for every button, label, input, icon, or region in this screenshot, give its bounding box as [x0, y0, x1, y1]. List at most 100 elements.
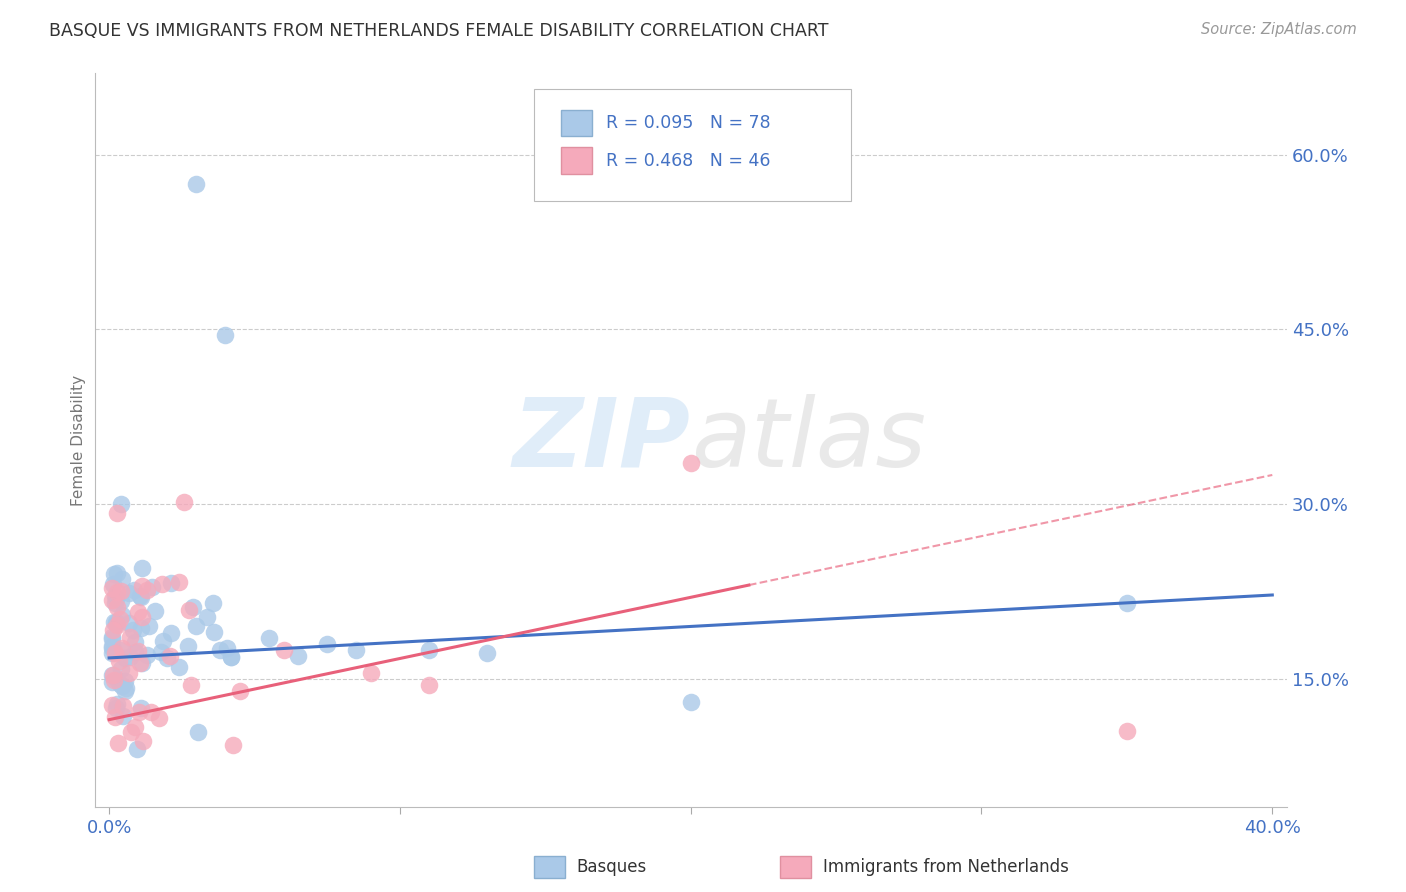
Point — [104, 710, 127, 724]
Point — [229, 683, 252, 698]
Point — [208, 642, 231, 657]
Point — [114, 651, 136, 665]
Point — [214, 328, 236, 343]
Point — [110, 497, 132, 511]
Point — [107, 736, 129, 750]
Point — [111, 572, 134, 586]
Point — [101, 577, 124, 591]
Point — [101, 640, 124, 654]
Point — [127, 605, 149, 619]
Point — [105, 697, 128, 711]
Point — [169, 660, 191, 674]
Point — [122, 623, 145, 637]
Point — [128, 705, 150, 719]
Point — [107, 654, 129, 668]
Point — [215, 640, 238, 655]
Point — [181, 599, 204, 614]
Point — [129, 657, 152, 671]
Point — [179, 603, 201, 617]
Point — [475, 646, 498, 660]
Point — [360, 666, 382, 681]
Point — [104, 646, 127, 660]
Point — [124, 720, 146, 734]
Point — [273, 642, 295, 657]
Point — [129, 589, 152, 603]
Point — [118, 616, 141, 631]
Point — [679, 456, 702, 470]
Point — [159, 648, 181, 663]
Point — [131, 609, 153, 624]
Point — [101, 581, 124, 595]
Point — [131, 656, 153, 670]
Point — [104, 590, 127, 604]
Point — [160, 576, 183, 591]
Point — [159, 626, 181, 640]
Point — [1115, 724, 1137, 739]
Point — [257, 631, 280, 645]
Point — [101, 593, 124, 607]
Point — [120, 725, 142, 739]
Point — [129, 701, 152, 715]
Point — [101, 632, 124, 646]
Point — [679, 695, 702, 709]
Point — [129, 621, 152, 635]
Point — [110, 594, 132, 608]
Point — [101, 646, 124, 660]
Point — [110, 583, 132, 598]
Point — [105, 617, 128, 632]
Point — [105, 566, 128, 580]
Text: Immigrants from Netherlands: Immigrants from Netherlands — [823, 858, 1069, 876]
Point — [129, 590, 152, 604]
Point — [101, 630, 124, 644]
Point — [101, 668, 124, 682]
Point — [105, 585, 128, 599]
Point — [105, 592, 128, 607]
Point — [103, 668, 125, 682]
Point — [148, 710, 170, 724]
Point — [136, 583, 159, 598]
Point — [124, 582, 146, 597]
Text: Source: ZipAtlas.com: Source: ZipAtlas.com — [1201, 22, 1357, 37]
Point — [104, 596, 127, 610]
Point — [118, 586, 141, 600]
Point — [202, 624, 225, 639]
Point — [115, 681, 138, 695]
Point — [150, 644, 173, 658]
Point — [104, 700, 127, 714]
Point — [418, 678, 440, 692]
Point — [101, 623, 124, 637]
Point — [152, 634, 174, 648]
Point — [110, 662, 132, 676]
Point — [187, 725, 209, 739]
Point — [114, 673, 136, 688]
Point — [111, 641, 134, 656]
Point — [105, 599, 128, 614]
Point — [103, 567, 125, 582]
Point — [219, 649, 242, 664]
Point — [287, 648, 309, 663]
Point — [141, 580, 163, 594]
Point — [173, 495, 195, 509]
Point — [101, 640, 124, 655]
Point — [111, 680, 134, 694]
Point — [143, 604, 166, 618]
Point — [131, 561, 153, 575]
Point — [344, 642, 367, 657]
Point — [103, 615, 125, 630]
Point — [108, 677, 131, 691]
Text: Basques: Basques — [576, 858, 647, 876]
Text: BASQUE VS IMMIGRANTS FROM NETHERLANDS FEMALE DISABILITY CORRELATION CHART: BASQUE VS IMMIGRANTS FROM NETHERLANDS FE… — [49, 22, 828, 40]
Point — [118, 630, 141, 644]
Point — [186, 619, 208, 633]
Point — [221, 650, 243, 665]
Text: R = 0.468   N = 46: R = 0.468 N = 46 — [606, 152, 770, 169]
Point — [107, 673, 129, 687]
Point — [111, 607, 134, 622]
Point — [124, 634, 146, 648]
Point — [418, 642, 440, 657]
Point — [221, 739, 243, 753]
Point — [139, 705, 162, 719]
Point — [156, 651, 179, 665]
Point — [132, 734, 155, 748]
Point — [111, 709, 134, 723]
